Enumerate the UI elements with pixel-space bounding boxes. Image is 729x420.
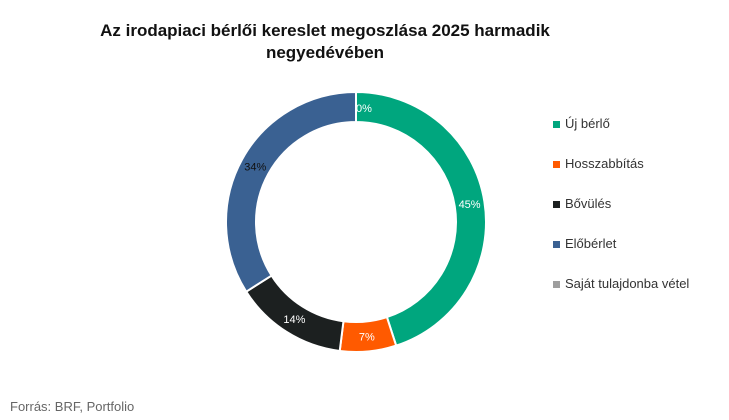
chart-title: Az irodapiaci bérlői kereslet megoszlása…	[100, 21, 550, 62]
data-label-sajat-tulajdonba-vetel: 0%	[356, 103, 372, 115]
legend-swatch	[553, 241, 560, 248]
legend-swatch	[553, 121, 560, 128]
legend-label: Bővülés	[565, 196, 612, 211]
legend-item-hosszabbitas[interactable]: Hosszabbítás	[553, 156, 723, 172]
data-label-bovules: 14%	[283, 314, 305, 326]
source-note: Forrás: BRF, Portfolio	[10, 399, 135, 414]
donut-slice-eloberlet[interactable]	[225, 90, 357, 294]
legend-label: Új bérlő	[565, 116, 610, 131]
legend-swatch	[553, 201, 560, 208]
legend-item-uj-berlo[interactable]: Új bérlő	[553, 116, 723, 132]
legend-label: Saját tulajdonba vétel	[565, 276, 690, 291]
data-label-uj-berlo: 45%	[459, 199, 481, 211]
legend-item-bovules[interactable]: Bővülés	[553, 196, 723, 212]
legend-item-sajat-tulajdonba-vetel[interactable]: Saját tulajdonba vétel	[553, 276, 723, 292]
legend-item-eloberlet[interactable]: Előbérlet	[553, 236, 723, 252]
legend-label: Hosszabbítás	[565, 156, 644, 171]
legend-label: Előbérlet	[565, 236, 617, 251]
donut-slice-uj-berlo[interactable]	[355, 90, 487, 347]
data-label-hosszabbitas: 7%	[359, 331, 375, 343]
legend-swatch	[553, 161, 560, 168]
data-label-eloberlet: 34%	[244, 162, 266, 174]
legend-swatch	[553, 281, 560, 288]
chart-legend: Új bérlő Hosszabbítás Bővülés Előbérlet …	[553, 116, 723, 292]
